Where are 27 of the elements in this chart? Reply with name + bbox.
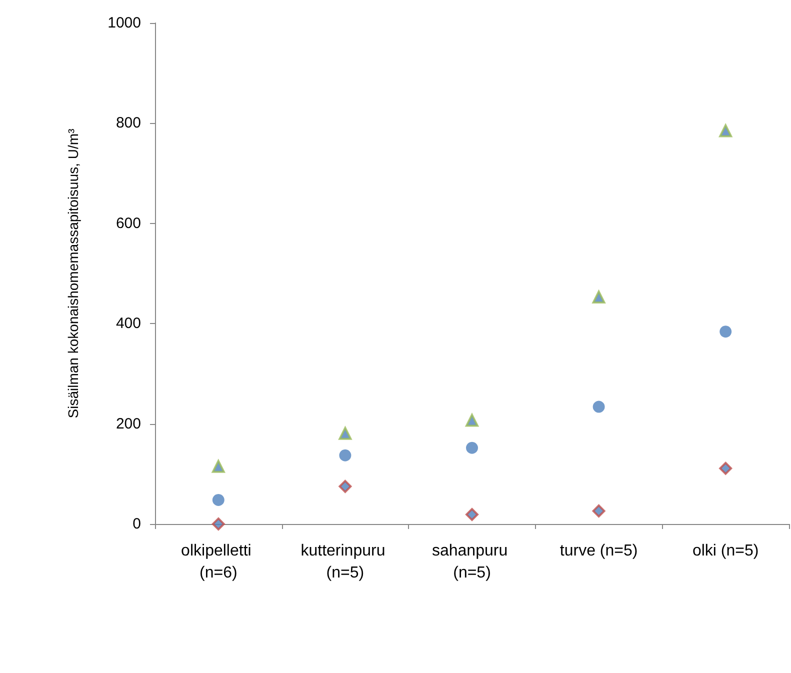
y-tick-label: 400 — [116, 315, 141, 332]
y-tick-label: 200 — [116, 415, 141, 432]
y-tick-label: 600 — [116, 214, 141, 232]
point — [339, 449, 352, 462]
point — [466, 414, 478, 427]
y-axis-title: Sisäilman kokonaishomemassapitoisuus, U/m³ — [65, 128, 81, 418]
x-tick-label: olkipelletti (n=6) — [181, 542, 256, 582]
point — [212, 494, 224, 506]
point — [592, 504, 606, 518]
x-tick-label: sahanpuru (n=5) — [432, 542, 512, 582]
point — [466, 442, 478, 454]
point — [466, 508, 478, 521]
x-tick-label: kutterinpuru (n=5) — [300, 542, 390, 582]
point — [338, 480, 352, 493]
y-tick-label: 1000 — [108, 14, 141, 32]
point — [720, 326, 732, 338]
point — [212, 460, 225, 473]
point — [719, 462, 732, 475]
point — [592, 290, 606, 304]
x-tick-label: turve (n=5) — [560, 542, 638, 560]
point — [338, 426, 352, 440]
point — [592, 400, 605, 413]
x-tick-label: olki (n=5) — [692, 542, 759, 560]
y-tick-label: 0 — [132, 516, 141, 532]
y-tick-label: 800 — [116, 114, 141, 132]
point — [212, 518, 225, 530]
point — [719, 124, 732, 138]
